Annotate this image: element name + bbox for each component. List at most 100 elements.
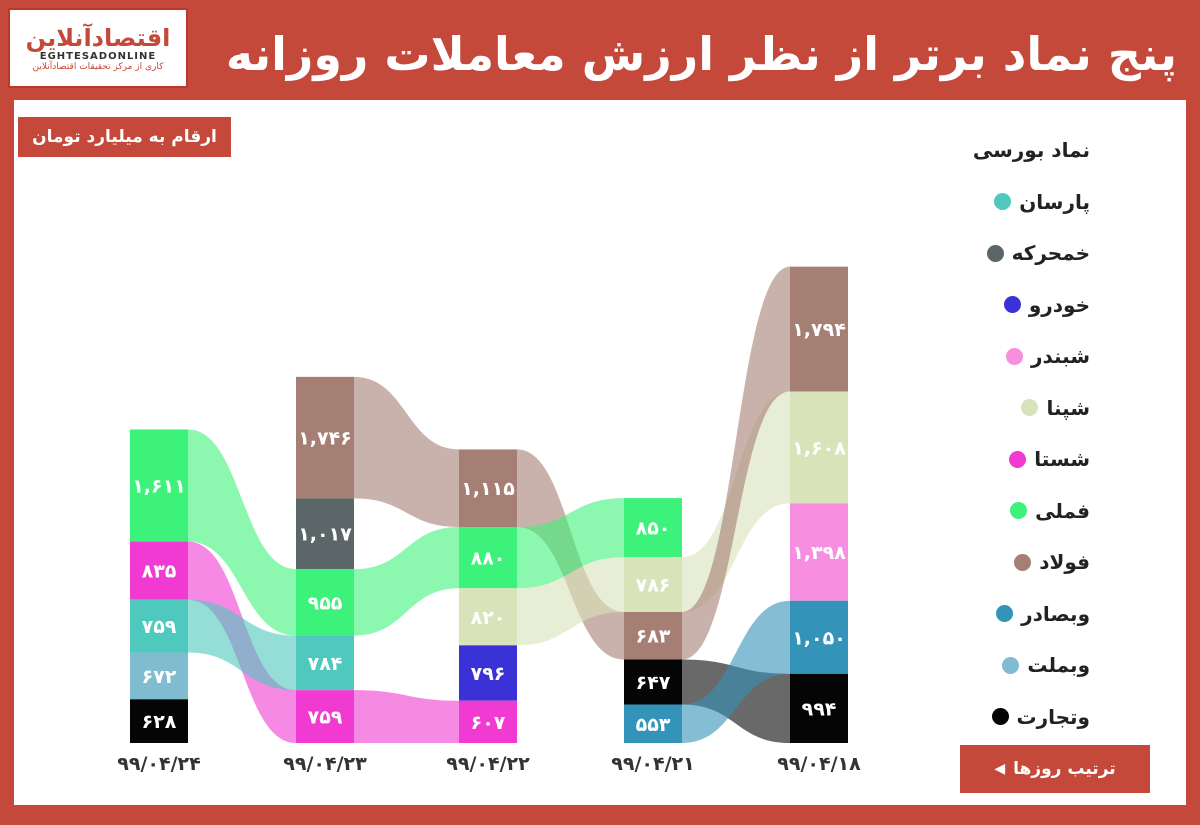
arrow-left-icon: ◀ (994, 761, 1006, 777)
flow-band (354, 690, 459, 743)
data-label: ۱,۱۱۵ (461, 478, 515, 500)
day-order-text: ترتیب روزها (1013, 759, 1116, 779)
bar-segment (130, 599, 188, 653)
bar-segment (459, 645, 517, 701)
flow-band (354, 376, 459, 528)
data-label: ۶۴۷ (636, 672, 671, 694)
bar-segment (624, 704, 682, 743)
bar-segment (296, 690, 354, 743)
legend-item: پارسان (960, 176, 1090, 228)
title-band: پنج نماد برتر از نظر ارزش معاملات روزانه (195, 10, 1195, 98)
legend-item-label: فولاد (1039, 550, 1090, 575)
legend-item-label: فملی (1035, 498, 1090, 523)
bar-segment (624, 611, 682, 660)
data-label: ۵۵۳ (636, 714, 671, 736)
day-column: ۱,۷۹۴ ۱,۶۰۸ ۱,۳۹۸ ۱,۰۵۰ ۹۹۴ ۹۹/۰۴/۱۸ (777, 266, 861, 775)
legend-item: شستا (960, 434, 1090, 486)
legend-swatch (1005, 347, 1023, 365)
legend-swatch (994, 193, 1012, 211)
legend-item-label: شپنا (1046, 395, 1090, 420)
legend-item-label: وبملت (1027, 653, 1090, 678)
data-label: ۶۲۸ (142, 711, 177, 733)
bar-segment (624, 557, 682, 612)
date-tick-label: ۹۹/۰۴/۲۲ (446, 753, 530, 775)
flow-band (682, 600, 790, 743)
bar-segment (790, 266, 848, 392)
data-label: ۷۵۹ (142, 616, 177, 638)
date-tick-label: ۹۹/۰۴/۲۳ (283, 753, 367, 775)
legend-swatch (996, 605, 1014, 623)
bar-segment (624, 659, 682, 705)
legend-item: فولاد (960, 537, 1090, 589)
legend-swatch (1009, 450, 1027, 468)
legend-item-label: وتجارت (1016, 704, 1090, 729)
page-title: پنج نماد برتر از نظر ارزش معاملات روزانه (225, 27, 1177, 81)
data-label: ۸۵۰ (636, 518, 671, 540)
data-label: ۱,۷۴۶ (298, 428, 352, 450)
data-label: ۶۸۳ (636, 626, 671, 648)
data-label: ۷۸۶ (636, 575, 671, 597)
data-label: ۸۳۵ (142, 561, 177, 583)
legend-swatch (986, 244, 1004, 262)
data-label: ۸۲۰ (471, 607, 506, 629)
day-column: ۱,۶۱۱ ۸۳۵ ۷۵۹ ۶۷۲ ۶۲۸ ۹۹/۰۴/۲۴ (117, 429, 201, 775)
data-label: ۷۹۶ (471, 663, 506, 685)
legend-item-label: وبصادر (1021, 601, 1090, 626)
legend-item: شبندر (960, 331, 1090, 383)
bar-segment (790, 600, 848, 674)
date-tick-label: ۹۹/۰۴/۲۱ (611, 753, 694, 775)
bar-segment (130, 429, 188, 542)
legend-swatch (1010, 502, 1028, 520)
legend-item: خودرو (960, 279, 1090, 331)
legend-item-label: شبندر (1030, 344, 1090, 369)
flow-band (354, 527, 459, 636)
flow-band (517, 498, 624, 589)
bar-segment (790, 391, 848, 504)
date-tick-label: ۹۹/۰۴/۲۴ (117, 753, 200, 775)
logo: اقتصادآنلاین EGHTESADONLINE کاری از مرکز… (8, 8, 188, 88)
data-label: ۱,۰۵۰ (792, 627, 846, 649)
bar-segment (296, 376, 354, 499)
legend-swatch (1021, 399, 1039, 417)
data-label: ۱,۶۱۱ (132, 476, 186, 498)
data-label: ۷۸۴ (308, 653, 343, 675)
legend-item: فملی (960, 485, 1090, 537)
data-label: ۱,۳۹۸ (792, 542, 846, 564)
data-label: ۹۹۴ (802, 698, 837, 720)
legend-item: خمحرکه (960, 228, 1090, 280)
bar-segment (130, 652, 188, 700)
day-order-label: ترتیب روزها ◀ (960, 745, 1150, 793)
bar-segment (624, 498, 682, 558)
logo-tagline: کاری از مرکز تحقیقات اقتصادآنلاین (32, 61, 164, 72)
bar-segment (296, 635, 354, 691)
bar-segment (790, 503, 848, 601)
data-label: ۹۵۵ (308, 592, 343, 614)
legend-item: وبملت (960, 640, 1090, 692)
flow-band (188, 599, 296, 691)
unit-label: ارقام به میلیارد تومان (18, 117, 231, 157)
legend-title: نماد بورسی (972, 138, 1090, 162)
bar-segment (459, 527, 517, 589)
data-label: ۶۷۲ (142, 666, 177, 688)
data-label: ۶۰۷ (471, 712, 506, 734)
data-label: ۱,۰۱۷ (298, 524, 352, 546)
bar-segment (130, 541, 188, 600)
bar-segment (296, 498, 354, 570)
legend-item: شپنا (960, 382, 1090, 434)
day-column: ۱,۷۴۶ ۱,۰۱۷ ۹۵۵ ۷۸۴ ۷۵۹ ۹۹/۰۴/۲۳ (283, 376, 367, 775)
data-label: ۱,۷۹۴ (792, 319, 846, 341)
flow-band (682, 266, 790, 660)
bar-segment (459, 449, 517, 528)
day-column: ۸۵۰ ۷۸۶ ۶۸۳ ۶۴۷ ۵۵۳ ۹۹/۰۴/۲۱ (611, 498, 695, 775)
bar-segment (296, 569, 354, 636)
legend-swatch (1014, 553, 1032, 571)
bar-segment (790, 673, 848, 743)
data-label: ۸۸۰ (471, 548, 506, 570)
flow-layer (188, 266, 790, 743)
legend-swatch (1002, 656, 1020, 674)
legend-item-label: پارسان (1019, 189, 1090, 214)
bar-segment (459, 700, 517, 743)
day-column: ۱,۱۱۵ ۸۸۰ ۸۲۰ ۷۹۶ ۶۰۷ ۹۹/۰۴/۲۲ (446, 449, 530, 775)
legend-item-label: شستا (1034, 447, 1090, 472)
